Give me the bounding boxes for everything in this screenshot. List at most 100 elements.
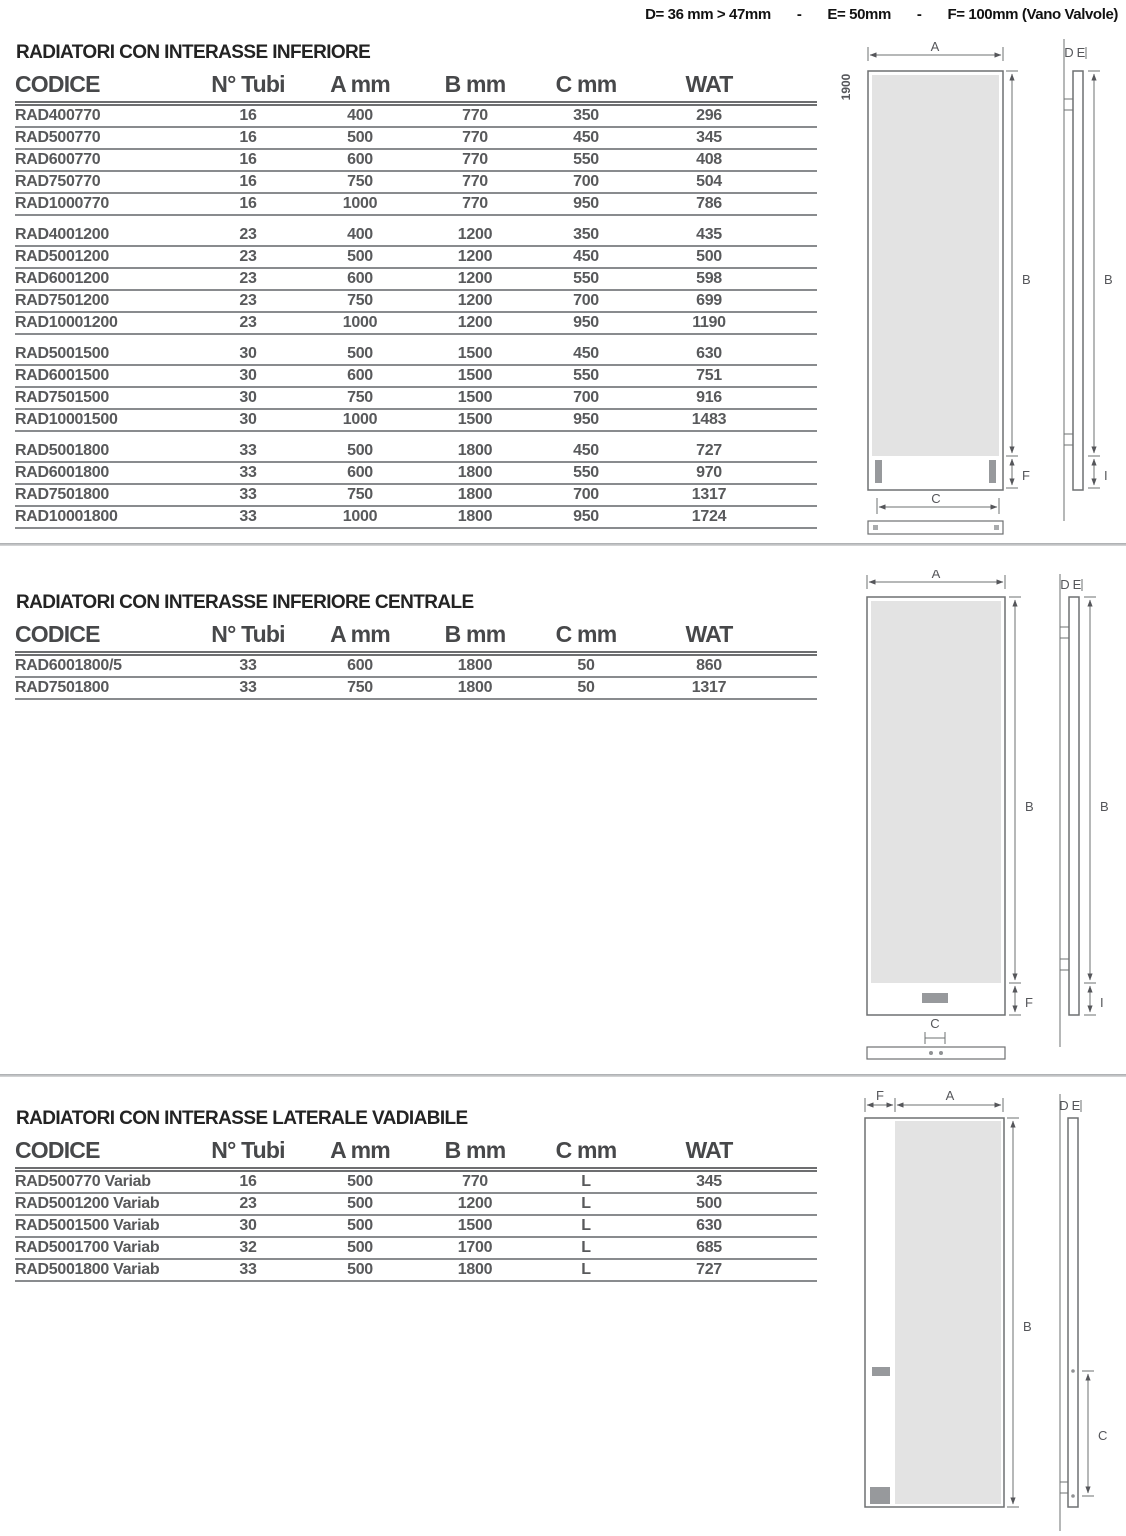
table-group: RAD5001500 30 500 1500 450 630 RAD6001500 30 600… (15, 344, 817, 432)
table-cell: RAD6001800 (15, 464, 109, 481)
table-cell: 1500 (457, 389, 493, 406)
table-cell: 500 (696, 1195, 722, 1212)
section-interasse-laterale-vadiabile: RADIATORI CON INTERASSE LATERALE VADIABI… (15, 1108, 817, 1291)
table-cell: 1800 (457, 508, 493, 525)
table-cell: RAD6001500 (15, 367, 109, 384)
column-header: B mm (444, 1137, 507, 1163)
radiator-diagram-front-side: A B F C D E B I (866, 566, 1109, 1060)
table-cell: 750 (347, 292, 373, 309)
table-cell: 23 (239, 1195, 257, 1212)
table-cell: L (581, 1195, 591, 1212)
table-cell: 16 (239, 173, 257, 190)
table-cell: 700 (573, 292, 599, 309)
table-row: RAD5001800 Variab 33 500 1800 L 727 (15, 1260, 817, 1282)
table-cell: 1800 (457, 442, 493, 459)
column-header: CODICE (15, 71, 100, 97)
dim-label-i: I (1100, 995, 1104, 1010)
table-cell: RAD400770 (15, 107, 101, 124)
table-cell: 33 (239, 464, 257, 481)
table-cell: 33 (239, 657, 257, 674)
column-header: C mm (555, 621, 618, 647)
table-cell: 950 (573, 314, 599, 331)
table-cell: 23 (239, 270, 257, 287)
dim-label-a: A (932, 570, 941, 581)
column-header: WAT (685, 1137, 734, 1163)
table-cell: 770 (462, 129, 488, 146)
table-cell: L (581, 1217, 591, 1234)
table-cell: RAD10001500 (15, 411, 118, 428)
table-cell: 700 (573, 486, 599, 503)
table-cell: 500 (347, 1173, 373, 1190)
table-cell: RAD7501200 (15, 292, 109, 309)
table-cell: 916 (696, 389, 722, 406)
table-cell: 1200 (457, 314, 493, 331)
table-cell: 296 (696, 107, 722, 124)
table-header-row: CODICE N° Tubi A mm B mm C mm WAT (15, 71, 817, 106)
table-cell: 550 (573, 464, 599, 481)
table-group: RAD4001200 23 400 1200 350 435 RAD5001200 23 500… (15, 225, 817, 335)
table-cell: 30 (239, 389, 257, 406)
table-cell: 33 (239, 508, 257, 525)
table-cell: 550 (573, 367, 599, 384)
table-cell: 50 (577, 657, 595, 674)
dim-label-b: B (1023, 1319, 1032, 1334)
table-cell: RAD7501800 (15, 486, 109, 503)
table-cell: 500 (347, 129, 373, 146)
table-row: RAD5001500 30 500 1500 450 630 (15, 344, 817, 366)
dim-label-f: F (876, 1090, 884, 1103)
table-cell: 30 (239, 1217, 257, 1234)
column-header: CODICE (15, 621, 100, 647)
table-cell: RAD750770 (15, 173, 101, 190)
table-row: RAD10001500 30 1000 1500 950 1483 (15, 410, 817, 432)
table-cell: RAD5001200 (15, 248, 109, 265)
table-row: RAD7501800 33 750 1800 50 1317 (15, 678, 817, 700)
table-cell: 500 (347, 1195, 373, 1212)
table-cell: 1200 (457, 292, 493, 309)
table-group: RAD400770 16 400 770 350 296 RAD500770 16 500 770… (15, 106, 817, 216)
table-row: RAD7501500 30 750 1500 700 916 (15, 388, 817, 410)
table-cell: 1500 (457, 367, 493, 384)
dim-label-i: I (1104, 468, 1108, 483)
table-row: RAD500770 16 500 770 450 345 (15, 128, 817, 150)
dim-label-e: E (1072, 1098, 1081, 1113)
table-row: RAD6001200 23 600 1200 550 598 (15, 269, 817, 291)
table-cell: L (581, 1173, 591, 1190)
table-cell: 700 (573, 173, 599, 190)
table-cell: 600 (347, 151, 373, 168)
table-cell: 770 (462, 151, 488, 168)
table-cell: 16 (239, 129, 257, 146)
table-cell: 1800 (457, 679, 493, 696)
table-cell: 1190 (692, 314, 726, 331)
diagram-radiator-inferiore-centrale: A B F C D E B I (850, 566, 1126, 1075)
table-cell: 30 (239, 345, 257, 362)
table-group: RAD500770 Variab 16 500 770 L 345 RAD5001200 V… (15, 1172, 817, 1282)
table-cell: 727 (696, 442, 722, 459)
valve-connector-center (922, 993, 948, 1003)
table-row: RAD6001500 30 600 1500 550 751 (15, 366, 817, 388)
dim-label-1900: 1900 (839, 73, 853, 100)
column-header: N° Tubi (211, 621, 285, 647)
dim-label-c: C (1098, 1428, 1107, 1443)
table-cell: L (581, 1261, 591, 1278)
table-cell: 16 (239, 107, 257, 124)
table-cell: 770 (462, 107, 488, 124)
table-cell: 550 (573, 270, 599, 287)
table-cell: 32 (239, 1239, 257, 1256)
table-cell: 700 (573, 389, 599, 406)
valve-connector-left (875, 460, 882, 483)
table-cell: L (581, 1239, 591, 1256)
table-cell: 1200 (457, 1195, 493, 1212)
dimension-lines (867, 47, 1018, 514)
table-row: RAD5001200 Variab 23 500 1200 L 500 (15, 1194, 817, 1216)
table-cell: 786 (696, 195, 722, 212)
table-cell: 630 (696, 1217, 722, 1234)
dim-label-d: D (1064, 45, 1073, 60)
side-view: D E B I (1059, 574, 1109, 1047)
front-view (867, 70, 1004, 491)
table-cell: 699 (696, 292, 722, 309)
table-cell: 1800 (457, 1261, 493, 1278)
table-cell: 16 (239, 1173, 257, 1190)
column-header: B mm (444, 621, 507, 647)
table-cell: 750 (347, 486, 373, 503)
table-cell: 1317 (691, 486, 727, 503)
